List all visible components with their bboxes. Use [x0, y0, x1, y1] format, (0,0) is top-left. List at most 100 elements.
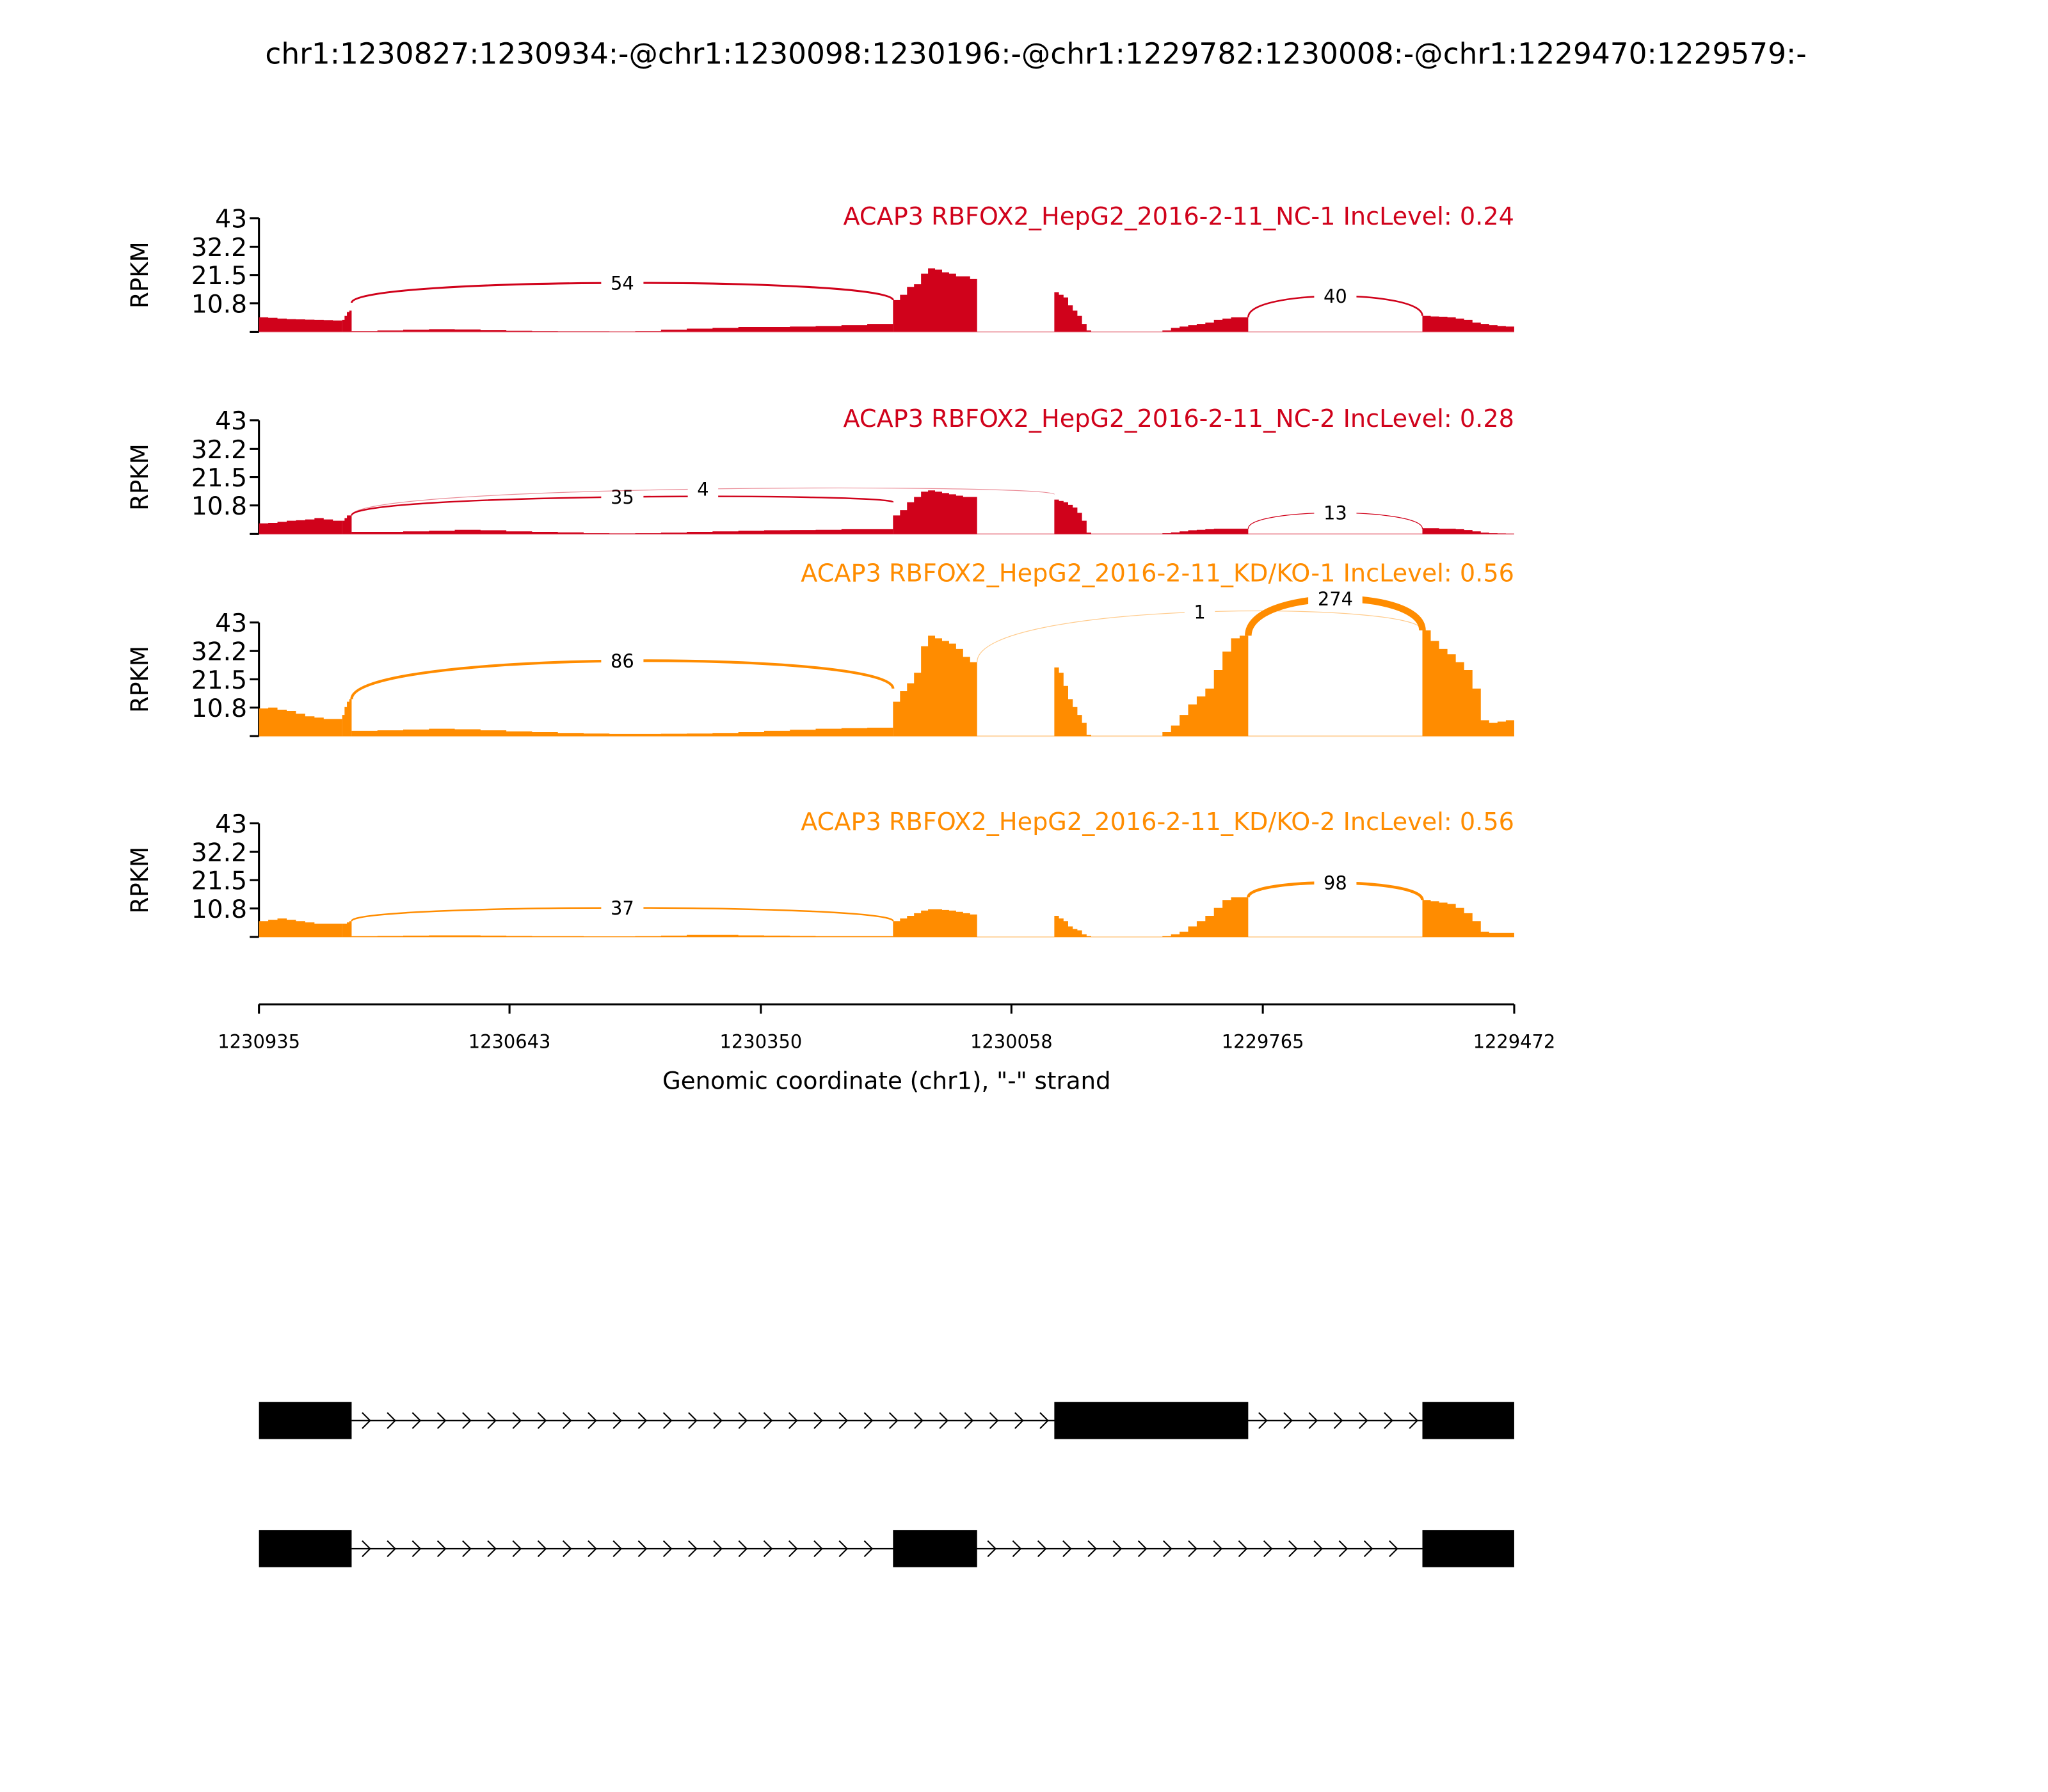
- strand-arrow-icon: [738, 1540, 748, 1557]
- strand-arrow-icon: [713, 1540, 723, 1557]
- strand-arrow-icon: [813, 1412, 823, 1429]
- strand-arrow-icon: [738, 1412, 748, 1429]
- x-tick-label: 1230058: [970, 1030, 1053, 1052]
- panel-title: ACAP3 RBFOX2_HepG2_2016-2-11_KD/KO-1 Inc…: [801, 560, 1514, 588]
- exon-block: [259, 1402, 352, 1439]
- y-tick-label: 43: [215, 205, 247, 234]
- strand-arrow-icon: [1039, 1412, 1049, 1429]
- strand-arrow-icon: [1213, 1540, 1223, 1557]
- strand-arrow-icon: [1409, 1412, 1419, 1429]
- strand-arrow-icon: [412, 1540, 422, 1557]
- strand-arrow-icon: [1238, 1540, 1248, 1557]
- gene-model-2: [259, 1530, 1514, 1567]
- y-tick-label: 10.8: [191, 895, 247, 924]
- strand-arrow-icon: [964, 1412, 974, 1429]
- junction-count-label: 4: [697, 478, 708, 500]
- y-tick-label: 32.2: [191, 234, 247, 262]
- x-tick-label: 1230350: [720, 1030, 803, 1052]
- junction-label-bg: [601, 896, 644, 920]
- coverage-area: [1054, 915, 1092, 937]
- strand-arrow-icon: [362, 1412, 371, 1429]
- y-tick-label: 21.5: [191, 464, 247, 493]
- y-tick-label: 43: [215, 810, 247, 839]
- coverage-area: [893, 490, 977, 534]
- exon-block: [893, 1530, 977, 1567]
- junction-label-bg: [601, 271, 644, 295]
- coverage-area: [259, 317, 342, 332]
- junction-count-label: 40: [1324, 285, 1347, 307]
- coverage-area: [259, 518, 342, 534]
- strand-arrow-icon: [662, 1540, 673, 1557]
- strand-arrow-icon: [1389, 1540, 1398, 1557]
- y-tick-label: 43: [215, 609, 247, 638]
- junction-count-label: 54: [611, 272, 634, 294]
- strand-arrow-icon: [537, 1540, 547, 1557]
- strand-arrow-icon: [563, 1540, 572, 1557]
- strand-arrow-icon: [1012, 1540, 1022, 1557]
- strand-arrow-icon: [1359, 1412, 1368, 1429]
- strand-arrow-icon: [788, 1540, 798, 1557]
- coverage-area: [351, 934, 893, 937]
- strand-arrow-icon: [838, 1540, 849, 1557]
- strand-arrow-icon: [863, 1540, 874, 1557]
- coverage-area: [351, 727, 893, 737]
- strand-arrow-icon: [1062, 1540, 1072, 1557]
- coverage-area: [342, 699, 352, 737]
- strand-arrow-icon: [763, 1540, 773, 1557]
- coverage-area: [893, 909, 977, 937]
- strand-arrow-icon: [487, 1412, 497, 1429]
- junction-label-bg: [601, 648, 644, 673]
- strand-arrow-icon: [1188, 1540, 1197, 1557]
- coverage-area: [1422, 630, 1514, 737]
- junction-label-bg: [1314, 870, 1357, 895]
- coverage-area: [893, 636, 977, 737]
- strand-arrow-icon: [688, 1412, 698, 1429]
- strand-arrow-icon: [987, 1540, 997, 1557]
- y-axis-label: RPKM: [126, 646, 154, 713]
- y-tick-label: 21.5: [191, 666, 247, 695]
- coverage-area: [351, 529, 893, 534]
- y-axis-label: RPKM: [126, 444, 154, 511]
- strand-arrow-icon: [713, 1412, 723, 1429]
- strand-arrow-icon: [788, 1412, 798, 1429]
- strand-arrow-icon: [588, 1540, 597, 1557]
- junction-count-label: 274: [1318, 588, 1353, 610]
- x-axis-label: Genomic coordinate (chr1), "-" strand: [662, 1067, 1111, 1094]
- coverage-area: [351, 324, 893, 332]
- strand-arrow-icon: [387, 1540, 397, 1557]
- coverage-area: [1162, 529, 1249, 534]
- strand-arrow-icon: [1137, 1540, 1148, 1557]
- coverage-area: [1162, 636, 1249, 737]
- strand-arrow-icon: [612, 1412, 623, 1429]
- exon-block: [1422, 1530, 1514, 1567]
- strand-arrow-icon: [1288, 1540, 1298, 1557]
- strand-arrow-icon: [1258, 1412, 1268, 1429]
- exon-block: [1054, 1402, 1249, 1439]
- strand-arrow-icon: [1283, 1412, 1293, 1429]
- exon-block: [1422, 1402, 1514, 1439]
- y-tick-label: 21.5: [191, 262, 247, 291]
- coverage-area: [1422, 528, 1514, 534]
- x-tick-label: 1229472: [1473, 1030, 1556, 1052]
- strand-arrow-icon: [838, 1412, 849, 1429]
- panel-title: ACAP3 RBFOX2_HepG2_2016-2-11_NC-1 IncLev…: [843, 203, 1514, 231]
- strand-arrow-icon: [362, 1540, 371, 1557]
- y-axis-label: RPKM: [126, 847, 154, 914]
- strand-arrow-icon: [1308, 1412, 1318, 1429]
- strand-arrow-icon: [1363, 1540, 1373, 1557]
- x-tick-label: 1229765: [1222, 1030, 1304, 1052]
- x-tick-label: 1230643: [468, 1030, 551, 1052]
- y-tick-label: 10.8: [191, 694, 247, 723]
- strand-arrow-icon: [487, 1540, 497, 1557]
- y-tick-label: 32.2: [191, 638, 247, 667]
- strand-arrow-icon: [688, 1540, 698, 1557]
- strand-arrow-icon: [387, 1412, 397, 1429]
- strand-arrow-icon: [612, 1540, 623, 1557]
- junction-label-bg: [601, 484, 644, 509]
- strand-arrow-icon: [914, 1412, 924, 1429]
- junction-count-label: 37: [611, 897, 634, 919]
- strand-arrow-icon: [436, 1412, 447, 1429]
